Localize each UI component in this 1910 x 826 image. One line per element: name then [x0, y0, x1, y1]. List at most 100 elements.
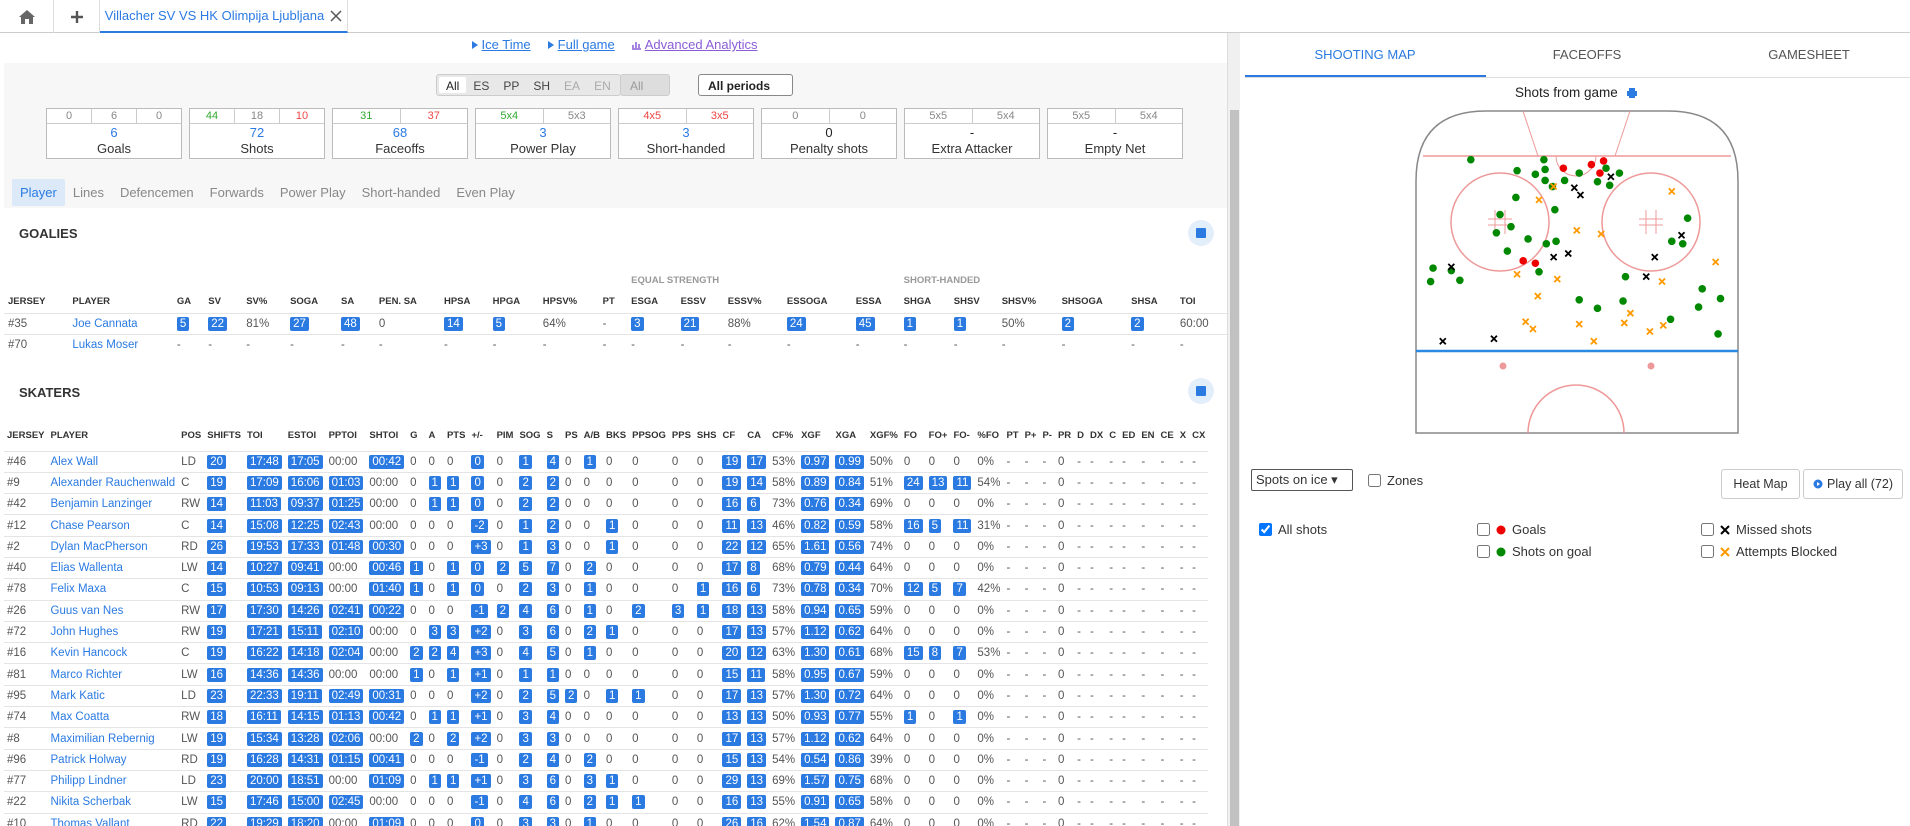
situation-button[interactable]: All: [439, 77, 467, 93]
print-icon[interactable]: [1626, 87, 1638, 99]
column-header[interactable]: PPTOI: [328, 430, 357, 442]
cell[interactable]: John Hughes: [47, 620, 179, 643]
column-header[interactable]: SOG: [519, 430, 541, 442]
shot-on-goal[interactable]: [1512, 193, 1520, 202]
cell[interactable]: Alexander Rauchenwald: [47, 471, 179, 494]
shot-on-goal[interactable]: [1535, 267, 1543, 276]
missed-shot[interactable]: [1439, 337, 1447, 345]
cell[interactable]: Thomas Vallant: [47, 812, 179, 826]
column-header[interactable]: SHS: [696, 430, 717, 442]
shot-on-goal[interactable]: [1541, 165, 1549, 174]
column-header[interactable]: XGF: [801, 430, 821, 442]
column-header[interactable]: X: [1179, 430, 1187, 442]
situation-button[interactable]: SH: [533, 79, 551, 93]
column-header[interactable]: PLAYER: [50, 430, 89, 442]
column-header[interactable]: XGA: [835, 430, 857, 442]
column-header[interactable]: SA: [340, 296, 355, 308]
shot-on-goal[interactable]: [1714, 330, 1722, 338]
missed-shot[interactable]: [1651, 253, 1659, 261]
cell[interactable]: Lukas Moser: [68, 333, 173, 356]
column-header[interactable]: JERSEY: [7, 430, 45, 442]
goal-shot[interactable]: [1587, 160, 1596, 169]
column-header[interactable]: DX: [1090, 430, 1104, 442]
map-tab[interactable]: SHOOTING MAP: [1314, 47, 1416, 62]
cell[interactable]: Chase Pearson: [47, 514, 179, 537]
column-header[interactable]: PLAYER: [72, 296, 111, 308]
game-tab[interactable]: Villacher SV VS HK Olimpija Ljubljana: [100, 0, 348, 33]
map-tab[interactable]: GAMESHEET: [1768, 47, 1850, 62]
blocked-shot[interactable]: [1549, 182, 1558, 191]
column-header[interactable]: PTS: [446, 430, 466, 442]
column-header[interactable]: ESSOGA: [786, 296, 828, 308]
shot-on-goal[interactable]: [1524, 235, 1532, 243]
column-header[interactable]: CF%: [772, 430, 794, 442]
cell[interactable]: Guus van Nes: [47, 599, 179, 622]
goal-shot[interactable]: [1531, 259, 1540, 268]
blocked-shot[interactable]: [1573, 226, 1581, 235]
player-tab[interactable]: Defencemen: [119, 185, 194, 200]
column-header[interactable]: SHSOGA: [1061, 296, 1103, 308]
shot-on-goal[interactable]: [1575, 169, 1584, 177]
column-header[interactable]: ED: [1122, 430, 1136, 442]
shot-on-goal[interactable]: [1575, 295, 1584, 304]
blocked-shot[interactable]: [1553, 275, 1561, 283]
column-header[interactable]: ESTOI: [287, 430, 317, 442]
link[interactable]: Full game: [547, 37, 615, 52]
column-header[interactable]: BKS: [606, 430, 627, 442]
blocked-shot[interactable]: [1521, 318, 1530, 326]
cell[interactable]: Max Coatta: [47, 706, 179, 728]
column-header[interactable]: G: [410, 430, 418, 442]
column-header[interactable]: A/B: [583, 430, 601, 442]
shot-on-goal[interactable]: [1540, 155, 1548, 164]
shot-on-goal[interactable]: [1716, 294, 1725, 303]
shot-on-goal[interactable]: [1678, 239, 1687, 248]
goal-shot[interactable]: [1559, 164, 1568, 173]
blocked-shot[interactable]: [1659, 321, 1667, 330]
all-shots-checkbox[interactable]: [1259, 523, 1272, 536]
sog-checkbox[interactable]: [1477, 545, 1490, 558]
situation-button[interactable]: EA: [564, 79, 581, 93]
scroll-thumb[interactable]: [1230, 110, 1239, 826]
shot-on-goal[interactable]: [1615, 169, 1624, 177]
column-header[interactable]: PT: [1006, 430, 1019, 442]
cell[interactable]: Mark Katic: [47, 684, 179, 707]
column-header[interactable]: PEN. SA: [378, 296, 417, 308]
situation-button[interactable]: ES: [473, 79, 490, 93]
shot-on-goal[interactable]: [1683, 214, 1692, 222]
blocked-shot[interactable]: [1711, 258, 1720, 266]
column-header[interactable]: C: [1109, 430, 1117, 442]
column-header[interactable]: FO: [903, 430, 918, 442]
column-header[interactable]: CF: [722, 430, 736, 442]
cell[interactable]: Alex Wall: [47, 450, 179, 473]
blocked-shot[interactable]: [1597, 230, 1605, 238]
shot-on-goal[interactable]: [1698, 285, 1707, 293]
column-header[interactable]: TOI: [247, 430, 263, 442]
legend-item[interactable]: Goals: [1477, 522, 1546, 537]
cell[interactable]: Elias Wallenta: [47, 556, 179, 579]
missed-checkbox[interactable]: [1701, 523, 1714, 536]
column-header[interactable]: ESSA: [855, 296, 882, 308]
cell[interactable]: Marco Richter: [47, 663, 179, 686]
goal-shot[interactable]: [1599, 157, 1608, 165]
legend-item[interactable]: Attempts Blocked: [1701, 544, 1837, 559]
shot-on-goal[interactable]: [1552, 237, 1560, 246]
column-header[interactable]: SOGA: [290, 296, 319, 308]
column-header[interactable]: P+: [1024, 430, 1037, 442]
column-header[interactable]: ESGA: [631, 296, 659, 308]
column-header[interactable]: CX: [1192, 430, 1206, 442]
link[interactable]: Ice Time: [471, 37, 531, 52]
blocked-shot[interactable]: [1534, 292, 1542, 300]
shot-on-goal[interactable]: [1513, 166, 1521, 175]
column-header[interactable]: EN: [1141, 430, 1155, 442]
legend-item[interactable]: Missed shots: [1701, 522, 1812, 537]
print-button[interactable]: [1188, 220, 1214, 246]
view-select[interactable]: Spots on ice ▾: [1251, 469, 1353, 491]
shot-on-goal[interactable]: [1531, 170, 1540, 179]
shot-on-goal[interactable]: [1541, 176, 1549, 185]
zones-checkbox[interactable]: [1368, 474, 1381, 487]
cell[interactable]: Felix Maxa: [47, 578, 179, 601]
shot-on-goal[interactable]: [1602, 164, 1610, 173]
cell[interactable]: Joe Cannata: [68, 312, 173, 335]
shot-on-goal[interactable]: [1492, 229, 1501, 237]
blocked-shot[interactable]: [1668, 187, 1676, 196]
